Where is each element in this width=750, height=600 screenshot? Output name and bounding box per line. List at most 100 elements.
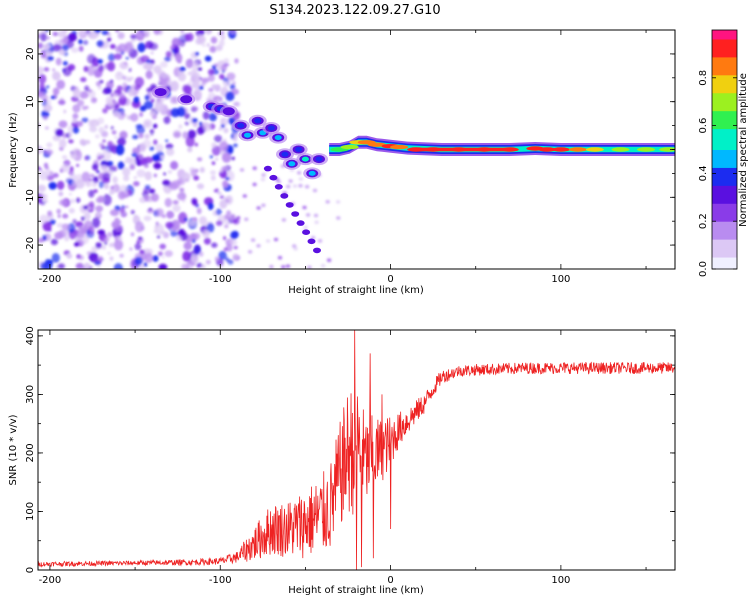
- heatmap-cell: [138, 236, 143, 240]
- heatmap-cell: [252, 166, 257, 170]
- heatmap-cell: [159, 243, 166, 250]
- colorbar-cell: [712, 215, 737, 219]
- colorbar-cell: [712, 83, 737, 88]
- heatmap-cell: [213, 63, 219, 67]
- heatmap-cell: [119, 207, 125, 214]
- heatmap-cell: [125, 56, 129, 60]
- heatmap-cell: [76, 164, 80, 167]
- heatmap-cell: [102, 194, 112, 206]
- colorbar-cell: [712, 59, 737, 64]
- colorbar-cell: [712, 164, 737, 168]
- heatmap-cell: [88, 31, 98, 40]
- colorbar-cell: [712, 206, 737, 210]
- heatmap-cell: [194, 61, 198, 66]
- heatmap-cell: [81, 105, 88, 111]
- heatmap-cell: [80, 77, 87, 83]
- colorbar-tick-label: 0.2: [698, 213, 709, 229]
- heatmap-cell: [196, 262, 203, 268]
- heatmap-cell: [210, 36, 218, 44]
- colorbar-cell: [712, 119, 737, 124]
- heatmap-cell: [203, 237, 211, 245]
- heatmap-cell: [223, 236, 227, 241]
- heatmap-cell: [72, 118, 77, 124]
- heatmap-cell: [165, 51, 172, 58]
- spectrogram-x-label: Height of straight line (km): [288, 285, 424, 296]
- heatmap-cell: [107, 33, 112, 37]
- heatmap-cell: [138, 263, 145, 269]
- heatmap-cell: [198, 85, 204, 91]
- heatmap-cell: [192, 90, 203, 98]
- heatmap-cell: [139, 249, 145, 254]
- heatmap-cell: [107, 140, 113, 147]
- heatmap-cell: [137, 42, 146, 53]
- heatmap-cell: [102, 108, 108, 114]
- heatmap-cell: [107, 231, 113, 238]
- heatmap-cell: [55, 57, 62, 66]
- heatmap-cell: [179, 187, 185, 192]
- ridge-core: [157, 89, 165, 95]
- colorbar-cell: [712, 134, 737, 139]
- heatmap-cell: [143, 262, 148, 267]
- heatmap-cell: [221, 69, 225, 73]
- heatmap-cell: [79, 91, 89, 99]
- heatmap-cell: [156, 69, 165, 77]
- heatmap-cell: [90, 97, 97, 104]
- heatmap-cell: [265, 239, 271, 243]
- heatmap-cell: [208, 87, 214, 92]
- heatmap-cell: [236, 216, 241, 220]
- heatmap-cell: [50, 95, 55, 100]
- heatmap-cell: [197, 126, 204, 135]
- heatmap-cell: [165, 221, 174, 229]
- heatmap-cell: [148, 42, 158, 51]
- colorbar-frame: [711, 29, 738, 270]
- heatmap-cell: [91, 63, 97, 68]
- heatmap-cell: [221, 166, 228, 171]
- heatmap-cell: [229, 239, 238, 246]
- heatmap-cell: [185, 135, 195, 148]
- y-tick-label: 400: [25, 326, 36, 345]
- heatmap-cell: [314, 220, 319, 225]
- heatmap-cell: [158, 263, 168, 269]
- heatmap-cell: [57, 180, 65, 190]
- colorbar-cell: [712, 239, 737, 243]
- colorbar-cell: [712, 221, 737, 225]
- colorbar-cell: [712, 191, 737, 195]
- heatmap-cell: [189, 77, 197, 84]
- heatmap-cell: [307, 265, 312, 269]
- heatmap-cell: [39, 214, 48, 224]
- heatmap-cell: [166, 148, 175, 156]
- heatmap-cell: [214, 135, 223, 143]
- heatmap-cell: [172, 204, 181, 213]
- heatmap-cell: [95, 242, 102, 249]
- heatmap-cell: [87, 54, 96, 64]
- heatmap-cell: [167, 170, 173, 174]
- heatmap-cell: [207, 74, 215, 82]
- heatmap-cell: [133, 181, 139, 187]
- heatmap-cell: [232, 218, 239, 224]
- heatmap-cell: [193, 234, 199, 241]
- heatmap-cell: [153, 139, 158, 145]
- heatmap-cell: [256, 244, 261, 248]
- heatmap-cell: [193, 175, 200, 181]
- heatmap-cell: [144, 252, 154, 263]
- heatmap-cell: [160, 156, 165, 159]
- heatmap-cell: [67, 33, 78, 42]
- heatmap-cell: [88, 201, 95, 208]
- heatmap-cell: [93, 189, 98, 194]
- heatmap-cell: [77, 30, 86, 36]
- heatmap-cell: [220, 118, 225, 124]
- heatmap-cell: [218, 39, 225, 47]
- heatmap-cell: [68, 169, 74, 176]
- heatmap-cell: [269, 264, 274, 269]
- heatmap-cell: [191, 197, 198, 205]
- heatmap-cell: [101, 30, 109, 36]
- heatmap-cell: [114, 136, 118, 139]
- heatmap-cell: [195, 168, 199, 173]
- heatmap-cell: [165, 139, 169, 143]
- heatmap-cell: [145, 70, 153, 80]
- heatmap-cell: [171, 219, 181, 231]
- heatmap-cell: [139, 142, 147, 153]
- heatmap-cell: [151, 98, 155, 103]
- heatmap-cell: [117, 32, 125, 40]
